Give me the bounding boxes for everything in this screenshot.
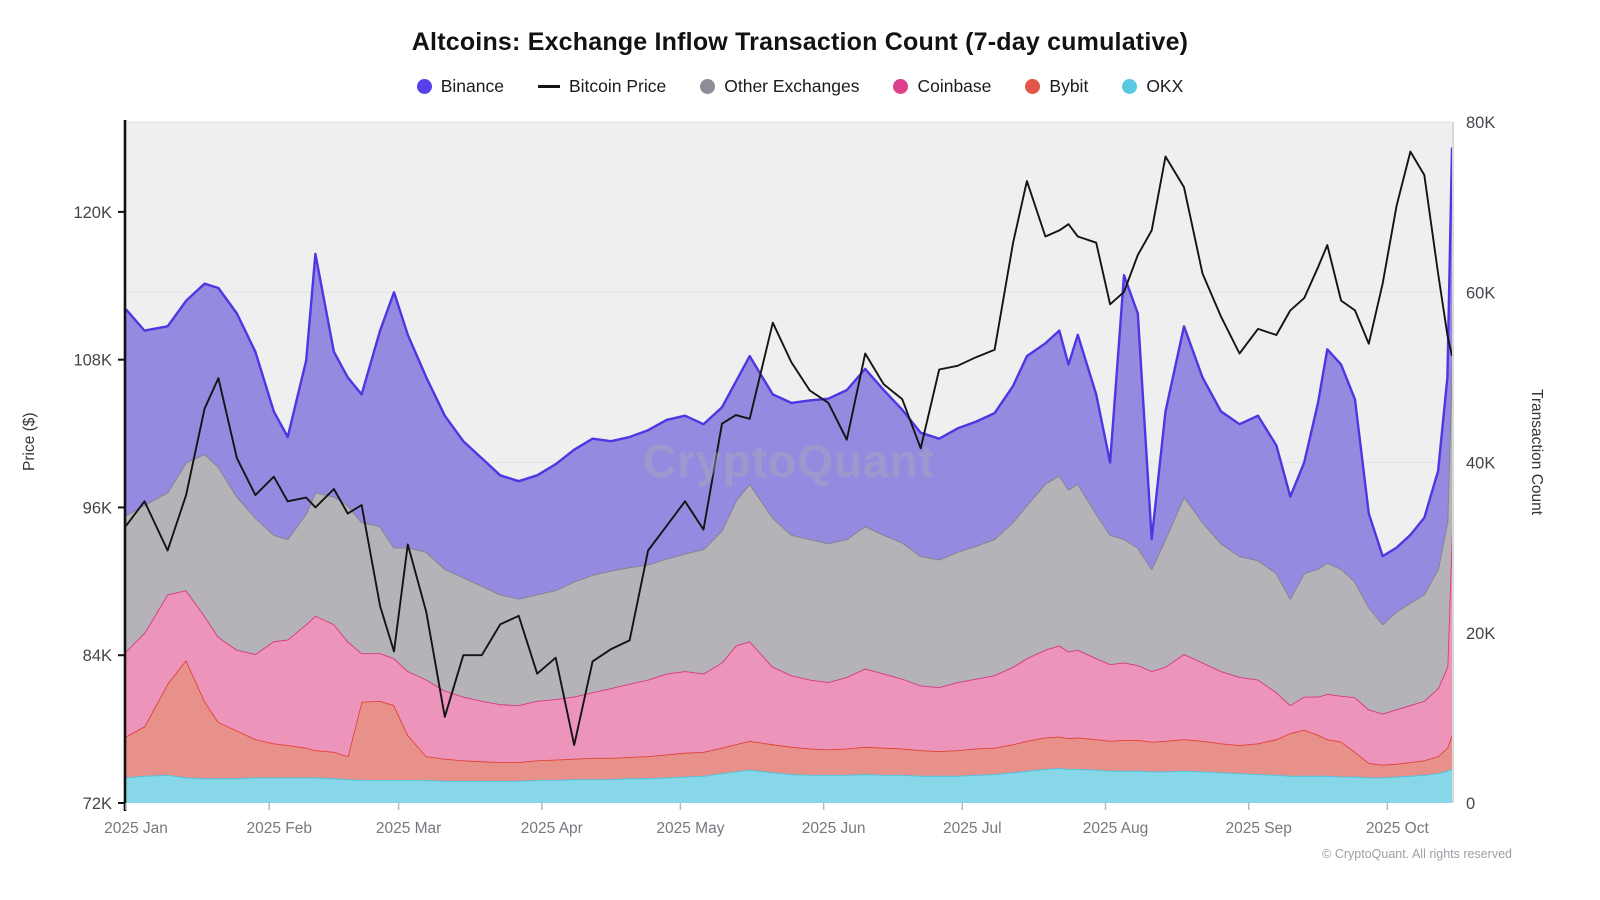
legend-label: Binance <box>440 76 504 96</box>
legend-label: OKX <box>1146 76 1184 96</box>
left-tick-label: 96K <box>83 499 112 517</box>
area-bybit <box>126 660 1452 781</box>
legend-item-other-exchanges[interactable]: Other Exchanges <box>700 76 859 97</box>
legend-label: Coinbase <box>917 76 992 96</box>
okx-dot-icon <box>1122 79 1138 94</box>
edge-binance <box>125 147 1454 558</box>
right-tick-label: 20K <box>1466 625 1495 643</box>
legend-item-bybit[interactable]: Bybit <box>1025 76 1088 97</box>
month-label: 2025 Sep <box>1226 820 1292 837</box>
month-label: 2025 Jan <box>104 820 168 837</box>
chart-title: Altcoins: Exchange Inflow Transaction Co… <box>411 28 1189 56</box>
area-binance <box>126 147 1452 625</box>
left-tick-label: 84K <box>83 647 112 665</box>
legend-label: Bybit <box>1049 76 1089 96</box>
coinbase-dot-icon <box>893 79 909 94</box>
legend-label: Bitcoin Price <box>568 76 667 96</box>
bitcoin-price-line-marker <box>537 85 560 88</box>
right-tick-label: 40K <box>1466 455 1495 473</box>
legend-item-coinbase[interactable]: Coinbase <box>893 76 991 97</box>
month-label: 2025 Aug <box>1083 820 1149 837</box>
right-tick-label: 0 <box>1466 795 1475 813</box>
bitcoin-price-line <box>125 150 1453 747</box>
month-label: 2025 Oct <box>1366 820 1430 837</box>
bybit-dot-icon <box>1025 79 1041 94</box>
month-label: 2025 Mar <box>376 820 441 837</box>
left-tick-label: 120K <box>73 204 112 222</box>
month-label: 2025 Apr <box>521 820 583 837</box>
legend-item-bitcoin-price[interactable]: Bitcoin Price <box>537 76 667 97</box>
other-exchanges-dot-icon <box>700 79 716 94</box>
area-other_exchanges <box>126 360 1452 714</box>
legend: Binance Bitcoin Price Other Exchanges Coinb… <box>0 76 1600 97</box>
right-tick-label: 60K <box>1466 284 1495 302</box>
binance-dot-icon <box>416 79 432 94</box>
copyright-text: © CryptoQuant. All rights reserved <box>1322 847 1512 861</box>
left-tick-label: 108K <box>73 352 112 370</box>
legend-label: Other Exchanges <box>724 76 860 96</box>
month-label: 2025 May <box>656 820 724 837</box>
area-coinbase <box>126 530 1452 765</box>
area-okx <box>126 768 1452 803</box>
right-tick-label: 80K <box>1466 114 1495 132</box>
legend-item-binance[interactable]: Binance <box>416 76 504 97</box>
legend-item-okx[interactable]: OKX <box>1122 76 1183 97</box>
month-label: 2025 Jul <box>943 820 1002 837</box>
month-label: 2025 Jun <box>802 820 866 837</box>
month-label: 2025 Feb <box>246 820 312 837</box>
left-tick-label: 72K <box>83 795 112 813</box>
